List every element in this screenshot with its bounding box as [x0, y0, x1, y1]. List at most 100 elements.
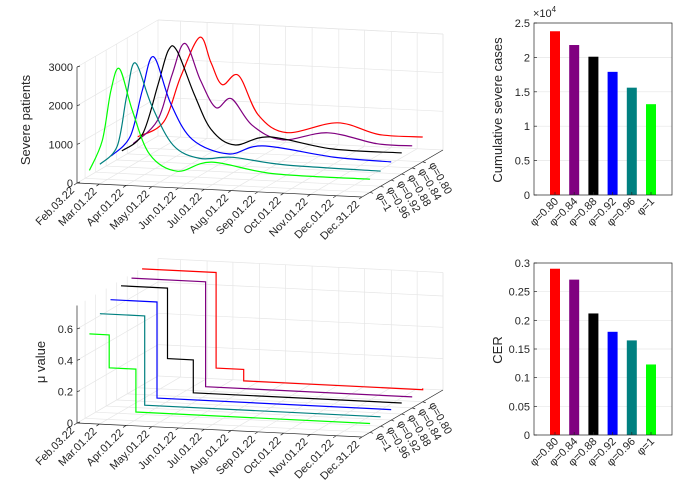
phi-tick [401, 413, 405, 416]
y-tick-label: 0.2 [515, 315, 530, 327]
bar-φ=0.84 [569, 45, 580, 196]
x-tick [307, 434, 311, 437]
gridline [106, 405, 392, 421]
x-tick [148, 426, 153, 429]
y-tick-label: 0 [524, 430, 530, 442]
phi-tick [380, 185, 384, 188]
series-line-phi-1 [89, 333, 371, 425]
x-tick [122, 425, 127, 428]
series-line-phi-0.96 [99, 313, 381, 418]
series-line-phi-0.8 [137, 36, 423, 138]
x-axis [76, 422, 363, 438]
mu-axis-label: μ value [33, 341, 48, 383]
y-tick-label: 0.5 [515, 156, 530, 168]
phi-tick [412, 167, 416, 170]
gridline [85, 417, 371, 433]
bar-φ=0.96 [626, 87, 637, 195]
gridline [125, 138, 208, 186]
bar-φ=1 [646, 104, 656, 195]
gridline [137, 147, 423, 163]
gridline [127, 393, 413, 409]
y-tick-label: 2.5 [515, 18, 530, 30]
series-line-phi-0.96 [99, 62, 381, 172]
y-tick-label: 2 [524, 52, 530, 64]
x-tick [227, 430, 232, 433]
series-line-phi-0.84 [132, 42, 413, 147]
z-tick-label: 3000 [49, 62, 73, 74]
gridline [257, 144, 339, 193]
cumulative-axis-label: Cumulative severe cases [490, 37, 505, 183]
x-tick [280, 192, 284, 196]
phi-tick [422, 401, 426, 404]
mu-value-3d-plot: Feb.03.22Mar.01.22Apr.01.22May.01.22Jun.… [34, 258, 454, 483]
gridline [99, 136, 181, 185]
gridline [283, 145, 365, 194]
gridline [151, 139, 234, 187]
z-tick [76, 421, 81, 424]
bar-φ=0.92 [607, 71, 618, 195]
phi-tick [369, 431, 374, 434]
y-tick-label: 0.1 [515, 373, 530, 385]
phi-tick [401, 173, 405, 176]
x-tick [73, 422, 78, 426]
phi-tick [422, 161, 426, 164]
phi-tick [412, 407, 416, 410]
z-tick [76, 143, 81, 145]
z-tick [76, 181, 81, 184]
x-tick [201, 188, 205, 192]
series-line-phi-0.88 [121, 45, 402, 154]
bar-φ=0.96 [626, 340, 637, 435]
z-tick [76, 104, 81, 106]
series-line-phi-0.88 [120, 285, 402, 404]
multiplier-label: ×104 [533, 5, 557, 20]
gridline [76, 19, 159, 68]
x-tick-label: φ=1 [635, 436, 657, 458]
z-tick-label: 2000 [49, 101, 73, 113]
x-axis [76, 182, 363, 198]
gridline [137, 387, 423, 403]
x-tick-label: φ=1 [635, 196, 657, 218]
x-tick [254, 191, 259, 195]
x-tick [73, 182, 78, 186]
y-tick-label: 0 [524, 190, 530, 202]
gridline [95, 171, 381, 187]
severe-patients-3d-plot: Feb.03.22Mar.01.22Apr.01.22May.01.22Jun.… [34, 19, 454, 243]
gridline [310, 147, 392, 195]
x-tick [148, 186, 153, 189]
gridline [76, 135, 159, 184]
gridline [127, 153, 413, 169]
gridline [204, 141, 286, 190]
z-tick-label: 0 [67, 178, 73, 190]
gridline [157, 58, 444, 74]
gridline [85, 177, 371, 193]
gridline [157, 312, 444, 328]
gridline [157, 281, 444, 297]
phi-tick [391, 419, 395, 422]
y-tick-label: 0.3 [515, 258, 530, 270]
gridline [76, 97, 159, 145]
series-line-phi-0.84 [131, 277, 413, 398]
bar-φ=0.80 [550, 268, 560, 435]
gridline [95, 411, 381, 427]
x-tick [254, 431, 259, 435]
x-tick [358, 196, 363, 200]
z-tick-label: 0.4 [58, 355, 73, 367]
gridline [116, 159, 402, 175]
z-tick-label: 0.6 [58, 324, 73, 336]
gridline [76, 281, 159, 330]
severe-patients-axis-label: Severe patients [18, 74, 33, 165]
x-tick [175, 187, 179, 191]
z-tick-label: 0.2 [58, 387, 73, 399]
gridline [99, 376, 181, 425]
bar-φ=0.88 [588, 313, 599, 435]
gridline [76, 375, 159, 424]
gridline [116, 399, 402, 415]
x-tick [175, 427, 179, 431]
bar-φ=1 [646, 364, 656, 435]
series-line-phi-1 [88, 67, 371, 180]
x-tick [358, 436, 363, 440]
x-tick [96, 423, 100, 427]
bar-φ=0.88 [588, 56, 599, 195]
phi-tick [369, 191, 374, 194]
